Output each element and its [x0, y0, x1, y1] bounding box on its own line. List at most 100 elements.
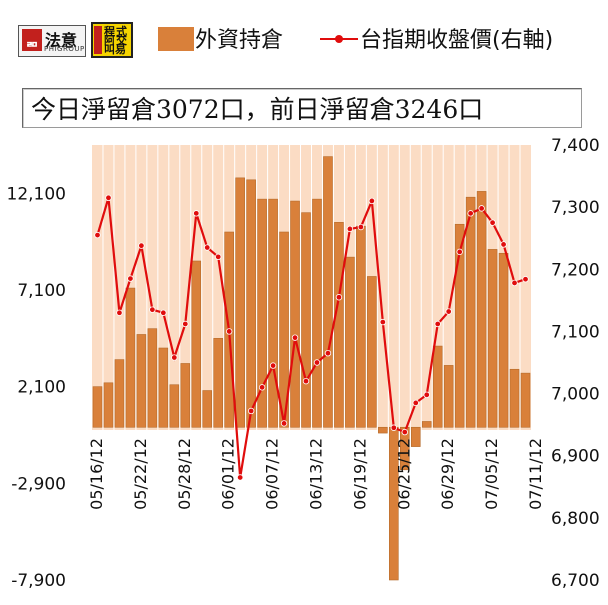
- bar: [235, 177, 245, 428]
- right-axis-tick: 6,800: [551, 509, 600, 529]
- bar: [443, 365, 454, 428]
- left-axis-tick: -2,900: [11, 474, 66, 494]
- price-point: [182, 320, 189, 328]
- summary-title: 今日淨留倉3072口，前日淨留倉3246口: [31, 95, 484, 124]
- bar: [410, 426, 421, 447]
- bar: [213, 338, 224, 428]
- price-point: [357, 223, 365, 231]
- bar: [476, 191, 487, 428]
- bar: [487, 249, 498, 428]
- left-axis-tick: 12,100: [7, 184, 66, 204]
- price-point: [335, 294, 343, 301]
- legend-bar-label: 外資持倉: [195, 28, 284, 53]
- right-axis-tick: 6,900: [551, 447, 600, 467]
- price-point: [500, 241, 507, 248]
- bar: [356, 225, 366, 428]
- phigroup-logo: ᆱ 法意 PHIGROUP: [18, 25, 86, 57]
- bar: [279, 231, 289, 428]
- logo2-char: 交: [116, 34, 127, 47]
- bar: [312, 198, 322, 428]
- bar: [432, 345, 443, 428]
- price-point: [412, 399, 419, 407]
- price-point: [225, 328, 233, 335]
- bar: [421, 421, 432, 428]
- logo2-char: 叫: [104, 43, 115, 56]
- price-point: [258, 384, 266, 391]
- bar: [246, 179, 256, 428]
- price-point: [478, 205, 485, 212]
- right-axis-tick: 7,400: [551, 136, 600, 156]
- price-point: [193, 210, 200, 217]
- x-axis-tick: 05/22/12: [131, 438, 150, 510]
- left-axis-tick: 2,100: [17, 378, 66, 398]
- logo2-char: 易: [115, 43, 126, 56]
- left-axis-tick: 7,100: [17, 281, 66, 301]
- price-point: [204, 244, 211, 251]
- price-point: [467, 210, 474, 217]
- price-point: [511, 279, 518, 287]
- x-axis-tick: 06/07/12: [263, 438, 282, 510]
- right-axis-tick: 7,200: [551, 260, 600, 280]
- bar: [323, 156, 333, 428]
- price-point: [423, 391, 430, 399]
- bar: [268, 198, 278, 428]
- price-point: [149, 306, 156, 313]
- x-axis-tick: 07/05/12: [482, 438, 501, 510]
- price-point: [302, 377, 310, 385]
- logo2-bar: [94, 26, 102, 54]
- price-point: [94, 231, 101, 239]
- price-point: [324, 349, 332, 357]
- x-axis-tick: 06/01/12: [219, 438, 238, 510]
- right-axis-tick: 7,000: [551, 385, 600, 405]
- logo2-char: 程: [104, 25, 115, 38]
- price-point: [247, 407, 255, 415]
- bar: [290, 200, 300, 428]
- price-point: [401, 428, 408, 436]
- price-point: [215, 253, 222, 261]
- bar: [147, 328, 158, 428]
- bar: [103, 382, 114, 428]
- price-point: [127, 275, 134, 282]
- summary-title-box: 今日淨留倉3072口，前日淨留倉3246口: [22, 88, 582, 128]
- price-point: [280, 420, 288, 427]
- price-point: [105, 194, 112, 202]
- bar: [498, 252, 509, 428]
- price-point: [236, 474, 244, 481]
- bar: [367, 276, 377, 428]
- logo-text: 法意: [45, 31, 78, 50]
- price-line: [96, 197, 526, 478]
- price-point: [434, 320, 441, 328]
- price-point: [313, 359, 321, 366]
- x-axis-tick: 05/16/12: [87, 438, 106, 510]
- bar: [125, 287, 136, 428]
- logo2-char: 式: [116, 25, 127, 38]
- bar: [92, 386, 103, 428]
- bar: [378, 426, 388, 434]
- program-trading-logo: 程 式 阿 叫 易 交: [91, 22, 133, 58]
- legend-bar-swatch: [158, 27, 194, 51]
- bar: [114, 359, 125, 428]
- price-point: [390, 424, 398, 431]
- price-point: [489, 219, 496, 226]
- price-point: [291, 334, 299, 341]
- bar: [158, 347, 169, 428]
- price-point: [138, 242, 145, 249]
- price-point: [346, 225, 354, 233]
- logo-mark: ᆱ: [22, 29, 42, 51]
- price-point: [379, 318, 387, 326]
- price-point: [368, 197, 376, 205]
- x-axis-tick: 06/19/12: [350, 438, 369, 510]
- chart-legend: 外資持倉 台指期收盤價(右軸): [0, 24, 608, 54]
- legend-line-marker: [335, 35, 343, 43]
- bar: [509, 368, 520, 428]
- right-axis-tick: 7,100: [551, 322, 600, 342]
- bar: [301, 212, 311, 428]
- bar: [465, 196, 476, 428]
- legend-line-label: 台指期收盤價(右軸): [360, 28, 554, 53]
- bar: [454, 223, 465, 428]
- bar: [520, 372, 531, 428]
- x-axis-tick: 07/11/12: [526, 438, 545, 510]
- bar: [169, 384, 180, 428]
- price-point: [269, 362, 277, 369]
- right-axis-tick: 6,700: [551, 571, 600, 591]
